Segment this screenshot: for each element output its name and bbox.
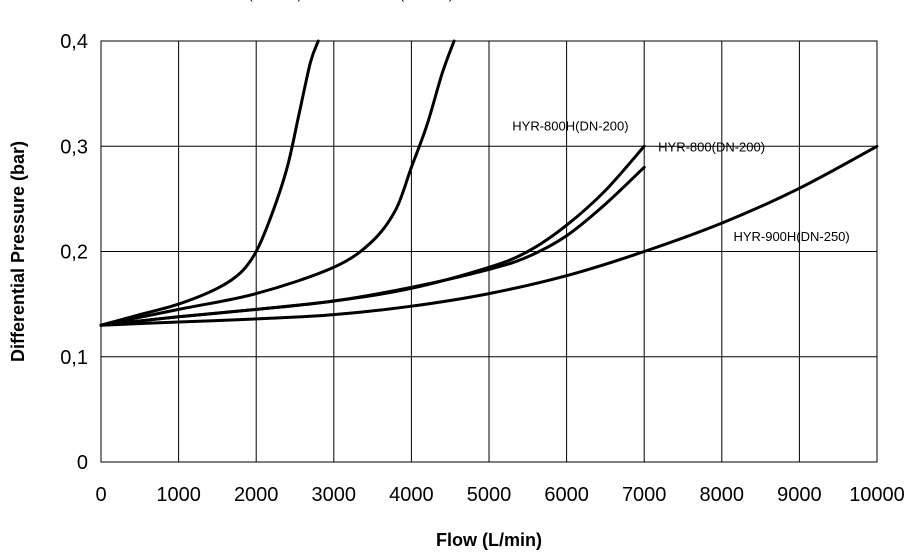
series-line-1 [99, 39, 320, 327]
series-curves [99, 39, 879, 327]
series-line-4 [99, 165, 646, 327]
x-tick-label: 2000 [234, 484, 279, 506]
x-axis-title: Flow (L/min) [436, 530, 542, 550]
series-labels: HYR-500(DN-125) HYR-600(DN-160) HYR-800H(D… [195, 0, 850, 244]
series-label: HYR-900H(DN-250) [733, 229, 849, 244]
x-tick-label: 7000 [622, 484, 667, 506]
x-tick-label: 3000 [312, 484, 357, 506]
x-tick-label: 10000 [849, 484, 905, 506]
series-label: HYR-800H(DN-200) [512, 118, 628, 133]
series-line-2 [99, 39, 456, 327]
y-tick-label: 0,4 [60, 31, 88, 53]
x-axis-tick-labels: 0 1000 2000 3000 4000 5000 6000 7000 8000 9000 100… [95, 484, 904, 506]
y-axis-tick-labels: 0 0,1 0,2 0,3 0,4 [60, 31, 88, 474]
y-tick-label: 0,3 [60, 136, 88, 158]
x-tick-label: 1000 [156, 484, 201, 506]
series-label: HYR-600(DN-160) [346, 0, 453, 2]
series-label: HYR-800(DN-200) [658, 140, 765, 155]
x-tick-label: 4000 [389, 484, 434, 506]
x-tick-label: 0 [95, 484, 106, 506]
series-line-3 [99, 144, 646, 327]
plot-area-frame [100, 40, 878, 463]
x-tick-label: 9000 [777, 484, 822, 506]
y-tick-label: 0 [77, 452, 88, 474]
chart-grid [100, 40, 878, 463]
x-tick-label: 8000 [700, 484, 745, 506]
y-axis-title: Differential Pressure (bar) [8, 141, 28, 362]
y-tick-label: 0,1 [60, 347, 88, 369]
series-line-5 [99, 144, 879, 327]
y-tick-label: 0,2 [60, 242, 88, 264]
x-tick-label: 6000 [544, 484, 589, 506]
x-tick-label: 5000 [467, 484, 512, 506]
series-label: HYR-500(DN-125) [195, 0, 302, 2]
